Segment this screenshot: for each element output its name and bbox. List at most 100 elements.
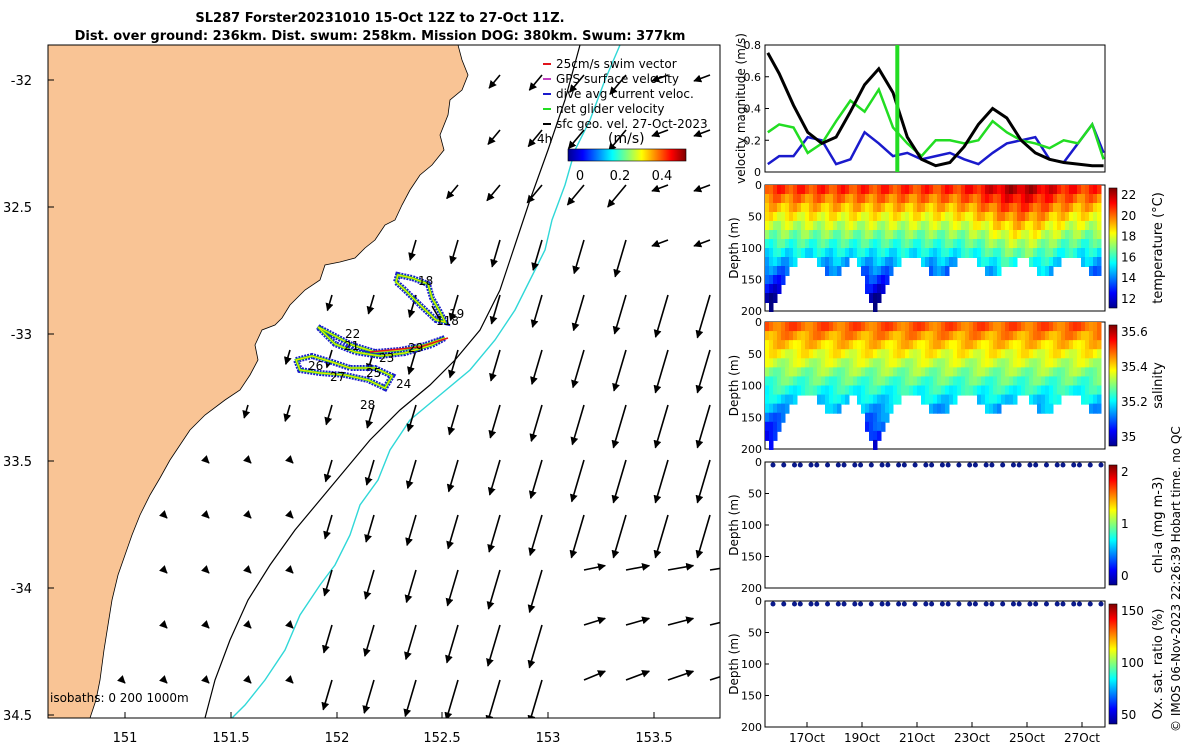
field-cell	[1061, 349, 1066, 360]
field-cell	[965, 367, 970, 378]
field-cell	[941, 221, 946, 231]
field-cell	[773, 394, 778, 405]
field-cell	[1093, 239, 1098, 249]
field-cell	[841, 194, 846, 204]
field-cell	[785, 322, 790, 333]
field-cell	[953, 185, 958, 195]
field-cell	[1005, 203, 1010, 213]
field-cell	[1093, 385, 1098, 396]
field-cell	[845, 376, 850, 387]
field-cell	[1089, 376, 1094, 387]
surface-sample-dot	[835, 601, 841, 607]
velocity-arrow	[528, 74, 543, 91]
field-cell	[1033, 358, 1038, 369]
field-cell	[781, 331, 786, 342]
field-cell	[997, 376, 1002, 387]
field-cell	[981, 221, 986, 231]
field-cell	[1097, 322, 1102, 333]
field-cell	[925, 340, 930, 351]
field-cell	[909, 203, 914, 213]
field-cell	[865, 403, 870, 414]
field-cell	[845, 239, 850, 249]
field-cell	[909, 212, 914, 222]
field-cell	[837, 376, 842, 387]
field-cell	[889, 385, 894, 396]
depth-label: Depth (m)	[727, 494, 741, 555]
field-cell	[1041, 322, 1046, 333]
surface-sample-dot	[1016, 601, 1022, 607]
field-cell	[769, 376, 774, 387]
field-cell	[849, 385, 854, 396]
field-cell	[977, 221, 982, 231]
surface-sample-dot	[858, 462, 864, 468]
field-cell	[965, 376, 970, 387]
field-cell	[1037, 230, 1042, 240]
field-cell	[845, 221, 850, 231]
field-cell	[901, 349, 906, 360]
field-cell	[881, 340, 886, 351]
field-cell	[777, 331, 782, 342]
depth-tick: 150	[741, 551, 762, 564]
velocity-arrow	[651, 74, 669, 83]
field-cell	[785, 349, 790, 360]
field-cell	[1029, 203, 1034, 213]
depth-tick: 200	[741, 582, 762, 595]
field-cell	[889, 257, 894, 267]
field-cell	[969, 322, 974, 333]
field-cell	[965, 331, 970, 342]
field-cell	[849, 212, 854, 222]
field-cell	[1037, 394, 1042, 405]
field-cell	[917, 358, 922, 369]
field-cell	[1049, 385, 1054, 396]
surface-sample-dot	[879, 601, 885, 607]
field-cell	[1069, 385, 1074, 396]
field-cell	[809, 194, 814, 204]
surface-sample-dot	[901, 601, 907, 607]
field-cell	[917, 322, 922, 333]
field-cell	[801, 340, 806, 351]
field-cell	[805, 331, 810, 342]
velocity-arrow	[528, 459, 543, 500]
surface-sample-dot	[841, 462, 847, 468]
cbar-tick: 14	[1121, 271, 1136, 285]
surface-sample-dot	[1060, 462, 1066, 468]
field-cell	[1009, 394, 1014, 405]
field-cell	[833, 212, 838, 222]
field-cell	[789, 257, 794, 267]
field-cell	[1057, 194, 1062, 204]
field-cell	[853, 340, 858, 351]
field-cell	[769, 230, 774, 240]
velocity-arrow	[613, 239, 627, 278]
field-cell	[925, 221, 930, 231]
field-cell	[981, 194, 986, 204]
field-cell	[981, 203, 986, 213]
field-cell	[849, 322, 854, 333]
field-cell	[765, 367, 770, 378]
field-cell	[985, 385, 990, 396]
surface-sample-dot	[967, 601, 973, 607]
field-cell	[965, 358, 970, 369]
field-cell	[885, 331, 890, 342]
field-cell	[985, 221, 990, 231]
field-cell	[1085, 239, 1090, 249]
cbar-tick: 35	[1121, 430, 1136, 444]
field-cell	[997, 403, 1002, 414]
field-cell	[921, 248, 926, 258]
field-cell	[881, 322, 886, 333]
field-cell	[777, 284, 782, 294]
field-cell	[929, 185, 934, 195]
field-cell	[985, 239, 990, 249]
field-cell	[781, 248, 786, 258]
field-cell	[1089, 248, 1094, 258]
field-cell	[873, 421, 878, 432]
field-cell	[785, 340, 790, 351]
field-cell	[1069, 331, 1074, 342]
field-cell	[929, 349, 934, 360]
field-cell	[833, 239, 838, 249]
field-cell	[989, 185, 994, 195]
